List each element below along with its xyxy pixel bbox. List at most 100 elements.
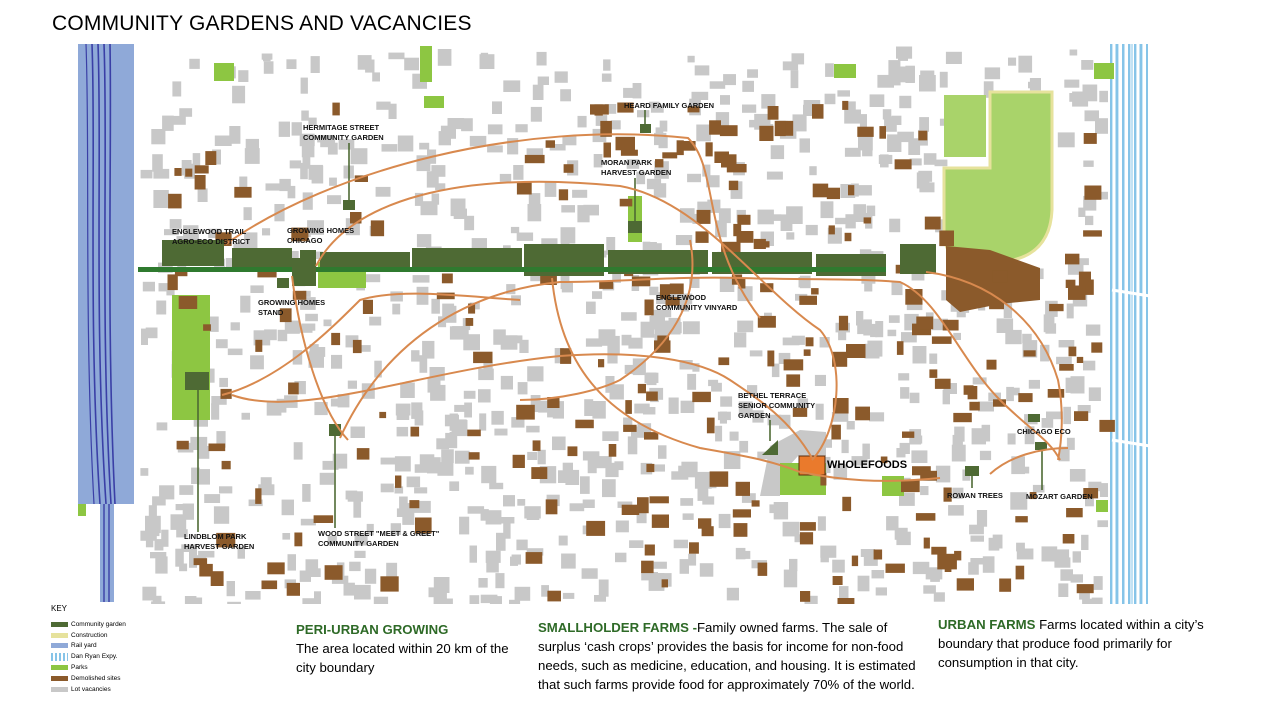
demolished-lot xyxy=(842,496,852,512)
lindblom-park-garden xyxy=(185,372,209,390)
key-item-demolished: Demolished sites xyxy=(51,673,126,684)
vacancy-lot xyxy=(719,276,735,292)
vacancy-lot xyxy=(515,124,528,133)
vacancy-lot xyxy=(604,104,617,114)
vacancy-lot xyxy=(243,207,252,221)
vacancy-lot xyxy=(1072,551,1081,563)
vacancy-lot xyxy=(216,431,226,448)
vacancy-lot xyxy=(386,562,398,581)
vacancy-lot xyxy=(431,193,440,205)
vacancy-lot xyxy=(737,320,754,333)
vacancy-lot xyxy=(1088,481,1102,492)
vacancy-lot xyxy=(857,575,870,592)
vacancy-lot xyxy=(354,550,366,558)
vacancy-lot xyxy=(399,496,408,513)
community-garden-markers xyxy=(197,110,1043,532)
vacancy-lot xyxy=(536,51,547,66)
vacancy-lot xyxy=(581,568,598,579)
vacancy-lot xyxy=(621,334,632,346)
vacancy-lot xyxy=(373,596,389,604)
vacancy-lot xyxy=(289,160,302,169)
vacancy-lot xyxy=(1011,387,1020,396)
page-title: COMMUNITY GARDENS AND VACANCIES xyxy=(52,12,472,35)
demolished-lot xyxy=(931,546,947,555)
vacancy-lot xyxy=(227,601,241,604)
vacancy-lot xyxy=(845,214,856,229)
vacancy-lot xyxy=(739,440,749,453)
vacancy-lot xyxy=(984,67,1001,80)
demolished-lot xyxy=(848,185,855,196)
vacancy-lot xyxy=(910,435,923,444)
vacancy-lot xyxy=(747,385,758,396)
vacancy-lot xyxy=(140,530,157,541)
vacancy-lot xyxy=(197,469,210,485)
moran-park-garden xyxy=(628,221,642,233)
demolished-lot xyxy=(709,120,721,135)
vacancy-lot xyxy=(225,258,233,270)
vacancy-lot xyxy=(450,198,466,217)
vacancy-lot xyxy=(481,465,497,484)
demolished-lot xyxy=(661,579,668,588)
vacancy-lot xyxy=(931,318,948,331)
vacancy-lot xyxy=(582,451,600,461)
vacancy-lot xyxy=(364,568,377,584)
vacancy-lot xyxy=(478,368,494,381)
demolished-lot xyxy=(918,130,928,141)
vacancy-lot xyxy=(886,516,899,531)
label-mozart: MOZART GARDEN xyxy=(1026,492,1093,501)
vacancy-lot xyxy=(771,363,780,378)
vacancy-lot xyxy=(1003,301,1013,318)
vacancy-lot xyxy=(516,539,528,551)
urban-farms-description: URBAN FARMS Farms located within a city’… xyxy=(938,615,1218,672)
vacancy-lot xyxy=(659,120,668,132)
vacancy-lot xyxy=(332,453,348,469)
key-item-community-garden: Community garden xyxy=(51,619,126,630)
vacancy-lot xyxy=(761,94,776,109)
vacancy-lot xyxy=(675,235,693,246)
vacancy-lot xyxy=(565,469,580,485)
vacancy-lot xyxy=(956,307,966,318)
demolished-lot xyxy=(395,475,402,488)
vacancy-lot xyxy=(499,173,512,182)
vacancy-lot xyxy=(887,329,897,337)
vacancy-lot xyxy=(652,243,662,256)
vacancy-lot xyxy=(416,234,432,248)
vacancy-lot xyxy=(1070,376,1085,394)
key-label: Construction xyxy=(71,631,108,639)
vacancy-lot xyxy=(988,537,1000,551)
vacancy-lot xyxy=(300,77,308,94)
demolished-lot xyxy=(799,295,817,305)
demolished-lot xyxy=(649,496,669,504)
vacancy-lot xyxy=(934,159,948,167)
vacancy-lot xyxy=(747,69,758,78)
demolished-lot xyxy=(362,299,373,314)
demolished-lot xyxy=(410,426,420,437)
demolished-lot xyxy=(599,280,614,289)
vacancy-lot xyxy=(687,173,701,183)
demolished-lot xyxy=(255,488,262,504)
vacancy-lot xyxy=(636,171,646,185)
label-rowan: ROWAN TREES xyxy=(947,491,1003,500)
vacancy-lot xyxy=(709,81,726,89)
demolished-lot xyxy=(735,481,750,496)
vacancy-lot xyxy=(526,425,540,433)
vacancy-lot xyxy=(562,135,577,146)
vacancy-lot xyxy=(166,287,175,296)
demolished-lot xyxy=(774,120,786,137)
demolished-lot xyxy=(524,154,545,164)
vacancy-lot xyxy=(327,142,338,155)
key-swatch xyxy=(51,643,68,649)
vacancy-lot xyxy=(923,153,937,165)
vacancy-lot xyxy=(660,309,672,318)
demolished-lot xyxy=(286,582,300,596)
vacancy-lot xyxy=(859,114,867,131)
vacancy-lot xyxy=(820,545,837,558)
vacancy-lot xyxy=(691,91,709,100)
vacancy-lot xyxy=(151,129,166,145)
vacancy-lot xyxy=(1085,324,1101,336)
demolished-lot xyxy=(380,576,399,592)
vacancy-lot xyxy=(911,269,925,281)
vacancy-lot xyxy=(1058,446,1070,462)
label-bethel-1: BETHEL TERRACE xyxy=(738,391,806,400)
vacancy-lot xyxy=(1093,576,1103,590)
